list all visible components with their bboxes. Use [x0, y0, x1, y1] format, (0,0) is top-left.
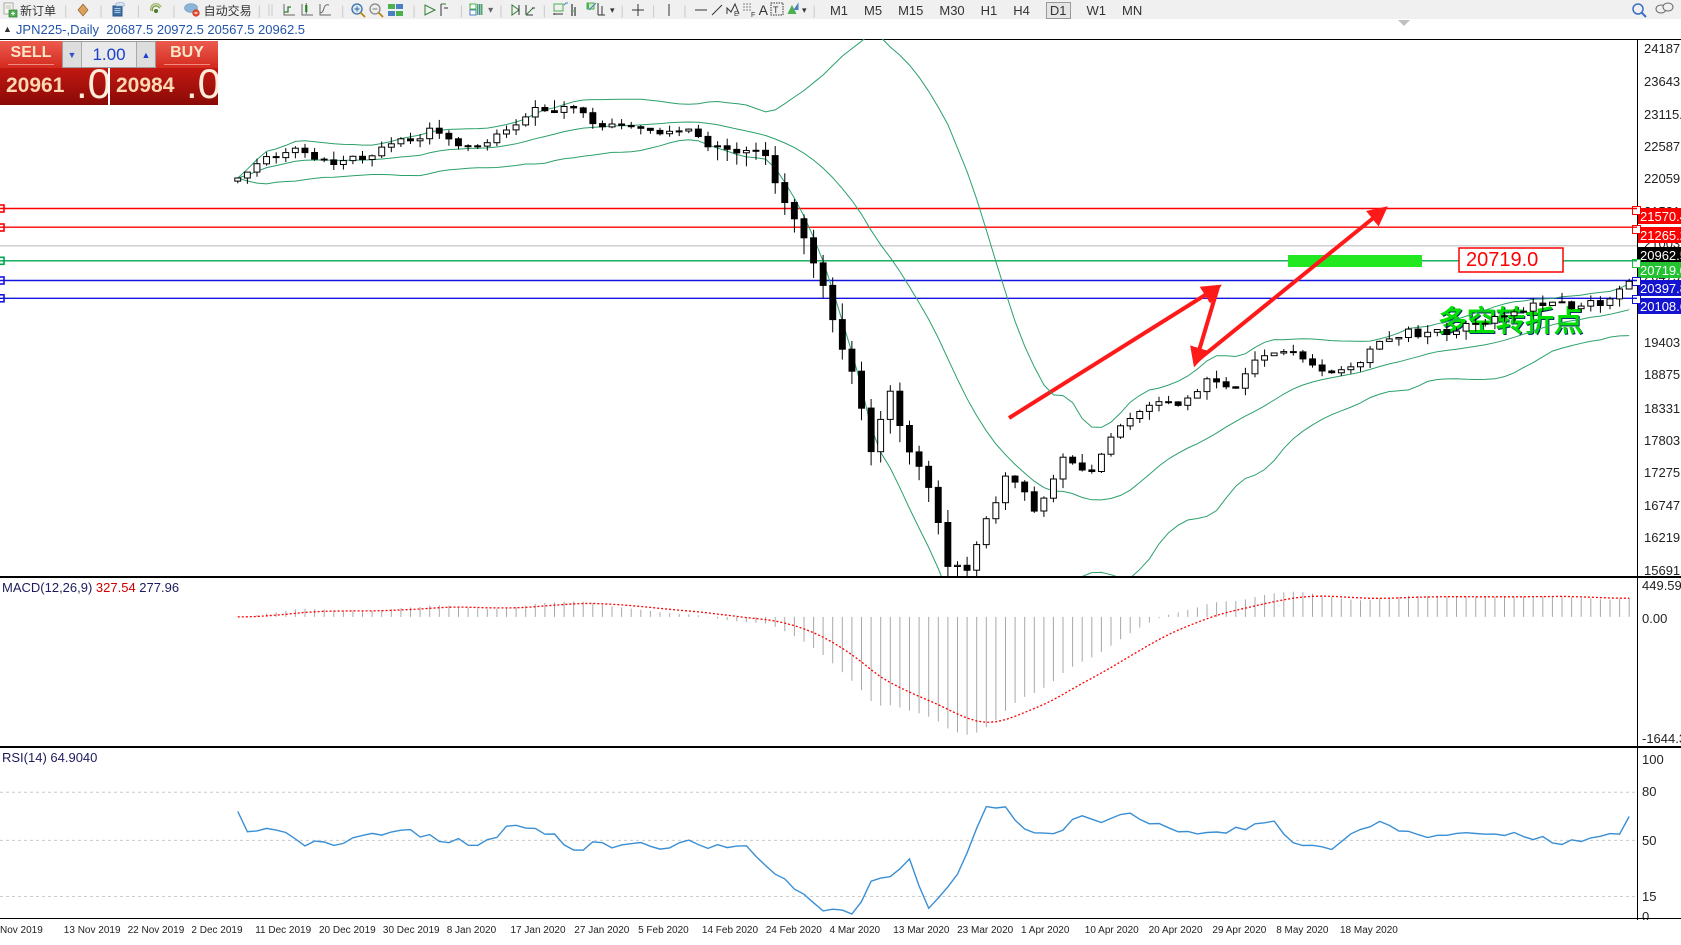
svg-text:T: T	[773, 5, 779, 15]
svg-text:E: E	[734, 11, 739, 18]
svg-text:20719.0: 20719.0	[1466, 249, 1538, 271]
svg-text:F: F	[751, 12, 755, 18]
